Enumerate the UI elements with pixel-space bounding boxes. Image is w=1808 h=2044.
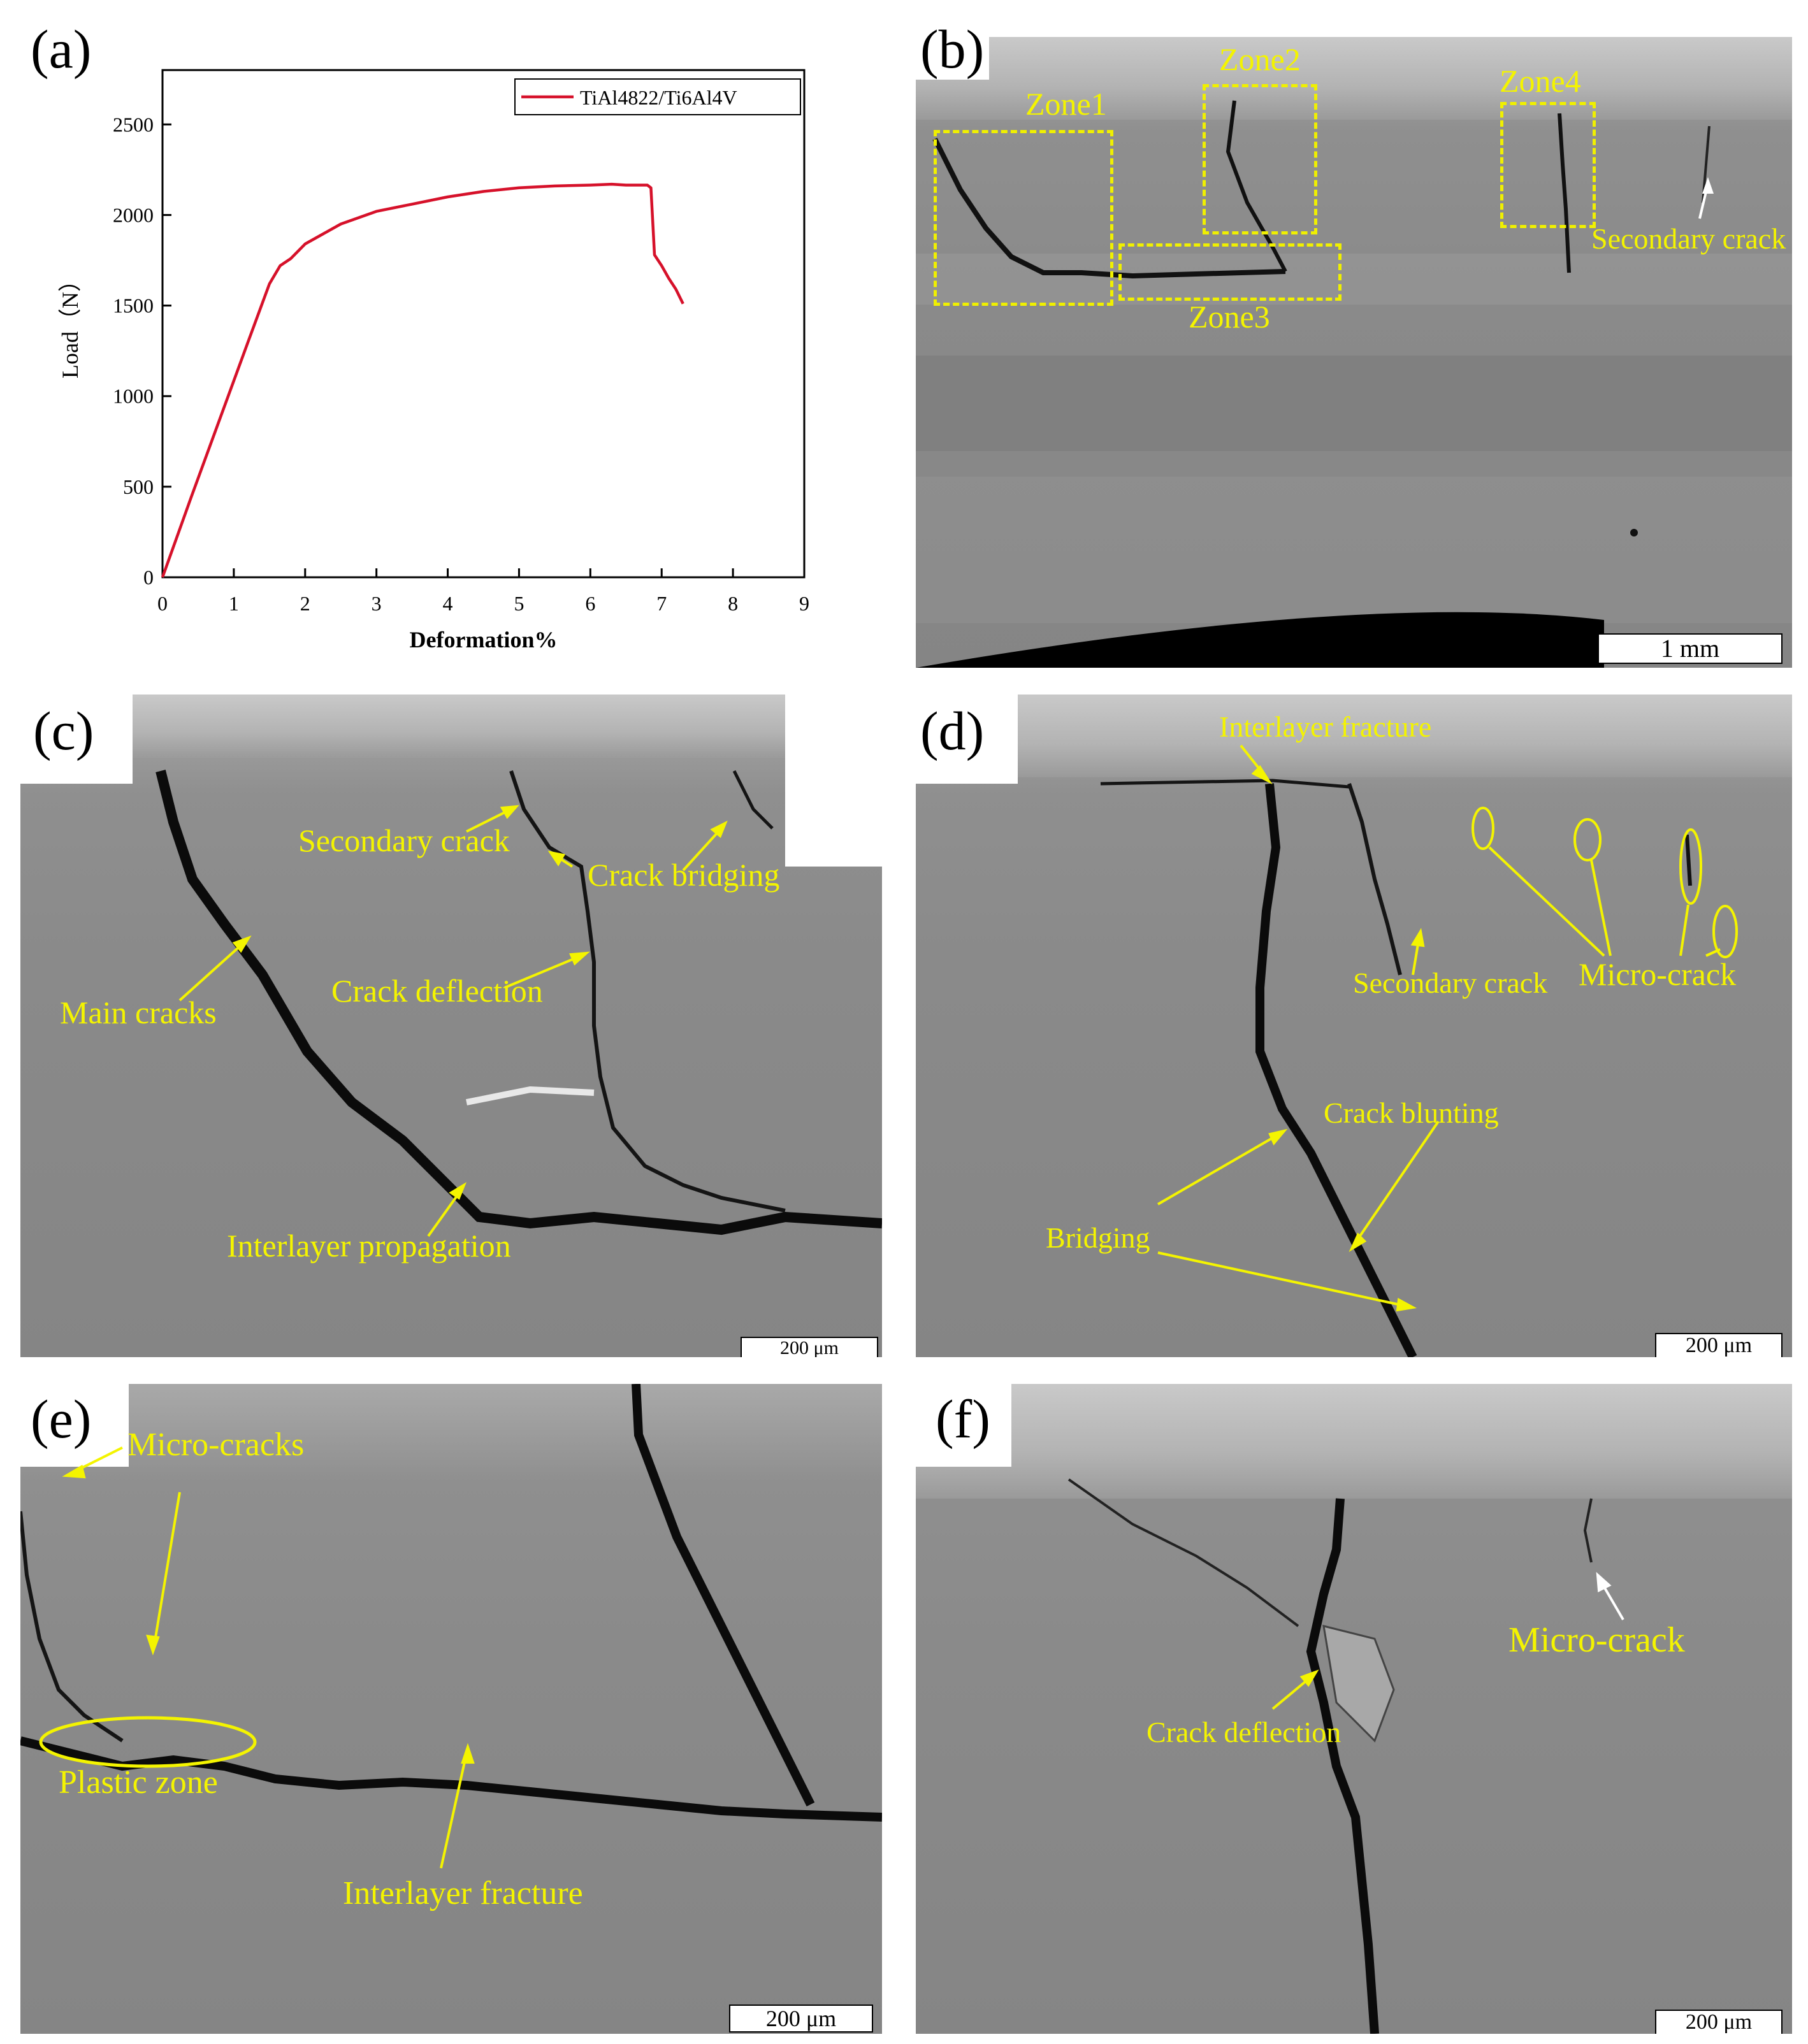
scale-bar: 1 mm (1598, 633, 1783, 664)
plastic-zone-label: Plastic zone (59, 1764, 218, 1801)
interlayer-fracture-label: Interlayer fracture (1219, 710, 1432, 743)
x-tick-label: 0 (157, 592, 168, 615)
secondary-crack-label: Secondary crack (1353, 967, 1548, 999)
zone3-label: Zone3 (1189, 299, 1270, 335)
x-tick-label: 1 (229, 592, 239, 615)
panel-f-letter: (f) (930, 1389, 995, 1450)
x-tick-label: 6 (585, 592, 595, 615)
interlayer-fracture-label: Interlayer fracture (343, 1875, 583, 1911)
x-tick-label: 4 (443, 592, 453, 615)
load-deformation-chart: 0 1 2 3 4 5 6 7 8 9 0 500 1000 1500 2000 2500 Deformatio… (57, 69, 809, 652)
x-tick-label: 3 (372, 592, 382, 615)
x-axis-label: Deformation% (410, 627, 558, 652)
zone2-box (1203, 84, 1317, 234)
panel-e: Micro-cracks Plastic zone Interlayer fra… (20, 1384, 882, 2034)
scale-bar: 200 μm (1655, 2010, 1783, 2034)
panel-c: Secondary crack Crack bridging Main crac… (20, 695, 882, 1357)
y-tick-label: 2500 (113, 113, 154, 136)
panel-f: Micro-crack Crack deflection 200 μm (916, 1384, 1792, 2034)
legend-label: TiAl4822/Ti6Al4V (580, 86, 737, 109)
interlayer-propagation-label: Interlayer propagation (227, 1228, 511, 1263)
secondary-crack-label: Secondary crack (298, 823, 510, 858)
y-tick-label: 1500 (113, 294, 154, 317)
crack-deflection-label: Crack deflection (1146, 1716, 1342, 1748)
x-tick-label: 5 (514, 592, 524, 615)
series-line (161, 182, 684, 578)
panel-e-letter: (e) (25, 1389, 97, 1450)
zone4-box (1500, 102, 1596, 228)
x-tick-label: 7 (656, 592, 667, 615)
micro-crack-label: Micro-crack (1508, 1620, 1685, 1660)
crack-bridging-label: Crack bridging (588, 857, 780, 893)
panel-b-letter: (b) (915, 19, 990, 80)
zone2-label: Zone2 (1219, 41, 1301, 77)
zone1-label: Zone1 (1025, 86, 1107, 122)
x-tick-label: 9 (799, 592, 809, 615)
scale-bar: 200 μm (1655, 1333, 1783, 1357)
x-tick-label: 2 (300, 592, 310, 615)
scale-bar: 200 μm (729, 2004, 873, 2033)
y-tick-label: 2000 (113, 203, 154, 226)
zone1-box (934, 130, 1113, 306)
panel-d-letter: (d) (915, 701, 990, 761)
scale-bar: 200 μm (741, 1337, 878, 1357)
panel-c-letter: (c) (28, 701, 99, 761)
micro-cracks-label: Micro-cracks (127, 1427, 305, 1463)
crack-deflection-label: Crack deflection (331, 973, 543, 1009)
y-tick-label: 500 (123, 475, 154, 498)
y-tick-label: 0 (143, 566, 154, 589)
panel-d: Interlayer fracture Secondary crack Micr… (916, 695, 1792, 1357)
y-tick-label: 1000 (113, 385, 154, 408)
bridging-label: Bridging (1046, 1221, 1150, 1254)
panel-a: (a) 0 1 2 3 4 5 6 7 8 9 0 500 1000 1500 2000 2500 Deform… (0, 0, 904, 675)
plot-frame (161, 69, 806, 579)
zone3-box (1118, 243, 1342, 301)
main-cracks-label: Main cracks (60, 995, 217, 1030)
secondary-crack-label: Secondary crack (1591, 222, 1786, 255)
panel-a-letter: (a) (25, 19, 97, 80)
panel-b: Zone1 Zone2 Zone3 Zone4 Secondary crack … (916, 37, 1792, 668)
y-axis-label: Load（N） (57, 269, 83, 378)
crack-blunting-label: Crack blunting (1324, 1097, 1499, 1129)
x-tick-label: 8 (728, 592, 738, 615)
zone4-label: Zone4 (1500, 63, 1581, 99)
micro-crack-label: Micro-crack (1579, 956, 1737, 992)
